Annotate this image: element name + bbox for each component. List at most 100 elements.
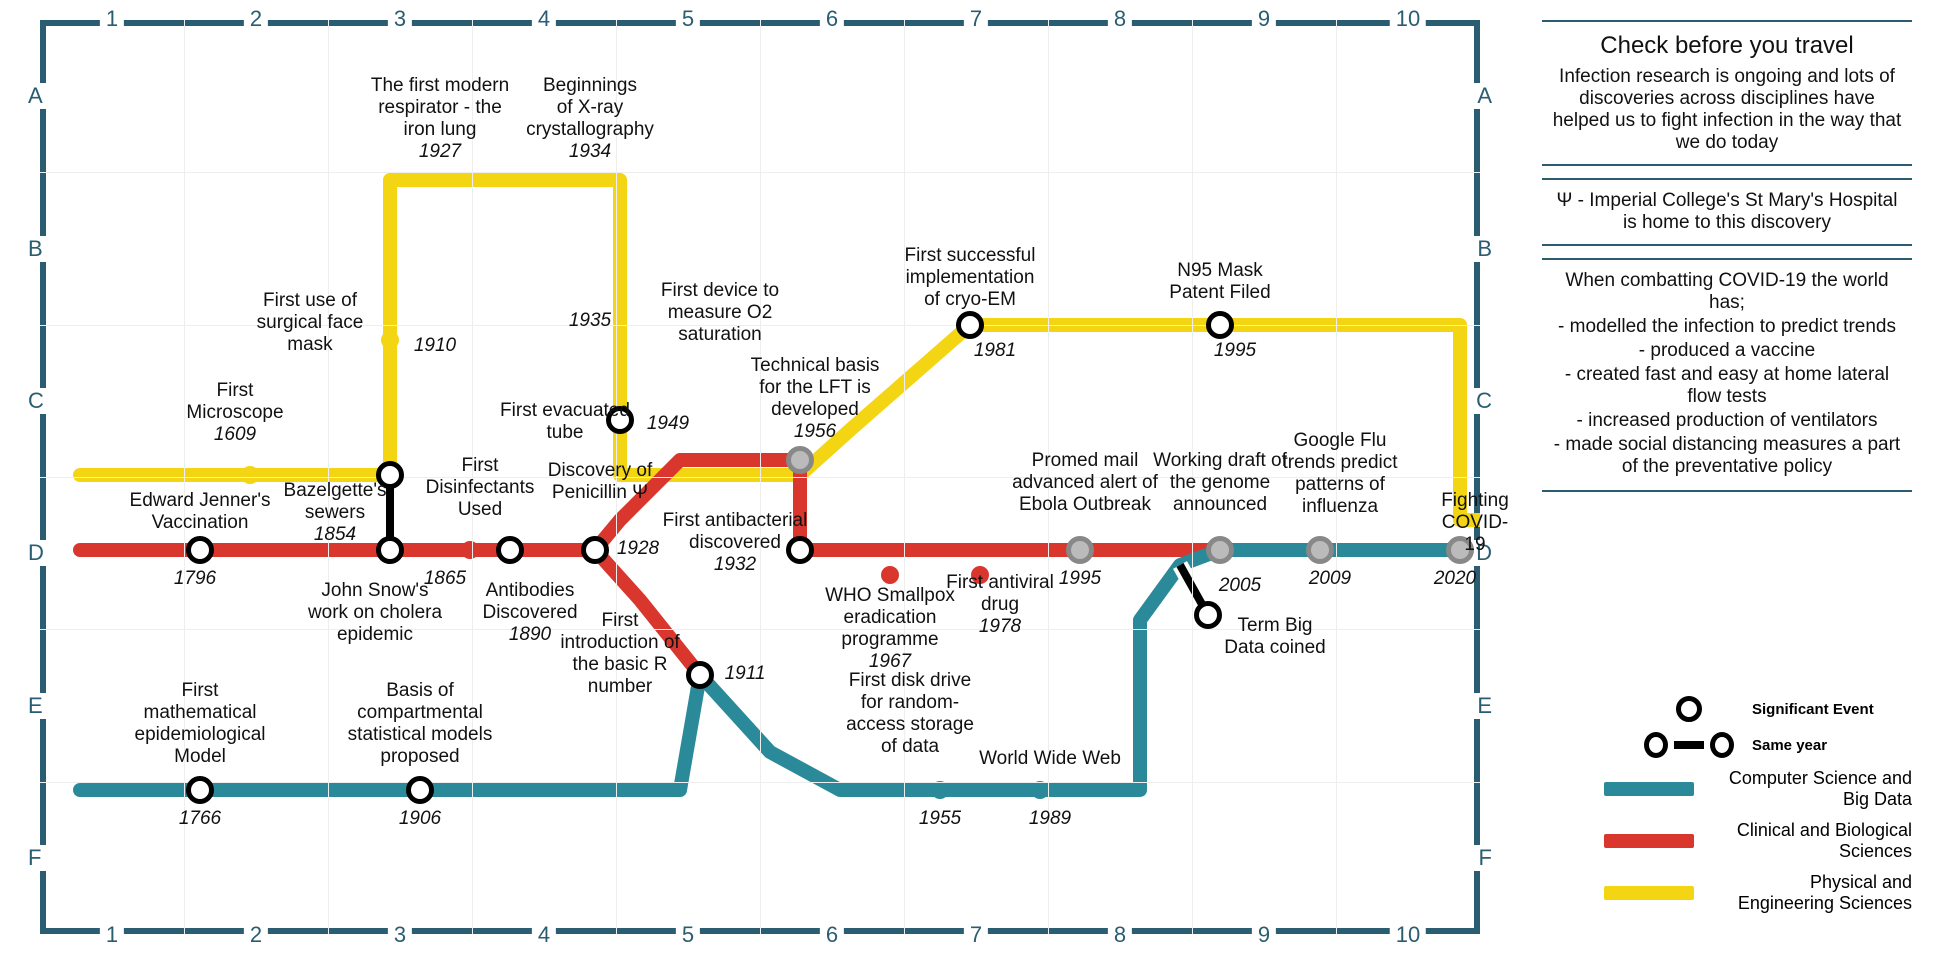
label-jenner: Edward Jenner'sVaccination	[130, 490, 271, 534]
axis-col-label: 4	[532, 6, 556, 32]
swatch-teal	[1604, 782, 1694, 796]
covid-item: - made social distancing measures a part…	[1548, 434, 1906, 478]
covid-title: When combatting COVID-19 the world has;	[1548, 270, 1906, 314]
legend-teal: Computer Science and Big Data	[1542, 768, 1912, 810]
year-jenner: 1796	[174, 568, 216, 590]
axis-row-label: C	[1470, 388, 1498, 414]
axis-col-label: 10	[1390, 922, 1426, 948]
covid-item: - modelled the infection to predict tren…	[1548, 316, 1906, 338]
station-bigdata	[1194, 601, 1222, 629]
label-facemask: First use ofsurgical facemask	[257, 290, 364, 356]
axis-row-label: A	[22, 83, 49, 109]
covid-item: - produced a vaccine	[1548, 340, 1906, 362]
year-n95: 1995	[1214, 340, 1256, 362]
label-cryoem: First successfulimplementationof cryo-EM	[905, 245, 1036, 311]
label-ironlung: The first modernrespirator - theiron lun…	[371, 75, 509, 162]
label-genome: Working draft ofthe genomeannounced	[1153, 450, 1287, 516]
station-lft	[786, 446, 814, 474]
label-disk: First disk drivefor random-access storag…	[846, 670, 974, 757]
label-lft: Technical basisfor the LFT isdeveloped19…	[751, 355, 880, 442]
label-flu: Google Flutrends predictpatterns ofinflu…	[1282, 430, 1397, 517]
circle-icon	[1644, 732, 1668, 758]
year-disinf: 1865	[424, 568, 466, 590]
label-o2sat: First device tomeasure O2saturation	[661, 280, 779, 346]
legend-red: Clinical and Biological Sciences	[1542, 820, 1912, 862]
year-www: 1989	[1029, 808, 1071, 830]
swatch-red	[1604, 834, 1694, 848]
label-bazel: Bazelgette'ssewers1854	[284, 480, 387, 546]
axis-col-label: 6	[820, 6, 844, 32]
axis-col-label: 2	[244, 6, 268, 32]
axis-col-label: 7	[964, 6, 988, 32]
year-rnumber: 1911	[725, 663, 766, 685]
circle-icon	[1676, 696, 1702, 722]
axis-col-label: 10	[1390, 6, 1426, 32]
legend-significant: Significant Event	[1542, 696, 1912, 722]
station-cryoem	[956, 311, 984, 339]
travel-card: Check before you travel Infection resear…	[1542, 20, 1912, 166]
year-penicillin: 1928	[617, 538, 659, 560]
year-promed: 1995	[1059, 568, 1101, 590]
sidebar: Check before you travel Infection resear…	[1520, 0, 1934, 954]
year-facemask: 1910	[414, 335, 456, 357]
axis-col-label: 9	[1252, 6, 1276, 32]
label-bigdata: Term BigData coined	[1224, 615, 1325, 659]
covid-card: When combatting COVID-19 the world has; …	[1542, 258, 1912, 492]
travel-title: Check before you travel	[1548, 32, 1906, 60]
station-flu	[1306, 536, 1334, 564]
label-antibacterial: First antibacterialdiscovered1932	[663, 510, 808, 576]
label-www: World Wide Web	[979, 748, 1121, 770]
legend-yellow: Physical and Engineering Sciences	[1542, 872, 1912, 914]
label-xray: Beginningsof X-raycrystallography1934	[526, 75, 654, 162]
label-compart: Basis ofcompartmentalstatistical modelsp…	[348, 680, 493, 767]
swatch-yellow	[1604, 886, 1694, 900]
axis-row-label: F	[1473, 845, 1498, 871]
legend-sameyear: Same year	[1542, 732, 1912, 758]
legend: Significant Event Same year Computer Sci…	[1542, 686, 1912, 954]
station-genome	[1206, 536, 1234, 564]
label-snow: John Snow'swork on choleraepidemic	[308, 580, 442, 646]
psi-card: Ψ - Imperial College's St Mary's Hospita…	[1542, 178, 1912, 246]
label-smallpox: WHO Smallpoxeradicationprogramme1967	[825, 585, 955, 672]
covid-item: - created fast and easy at home lateral …	[1548, 364, 1906, 408]
axis-col-label: 8	[1108, 922, 1132, 948]
axis-row-label: F	[22, 845, 47, 871]
bar-icon	[1674, 741, 1704, 749]
year-genome: 2005	[1219, 575, 1261, 597]
axis-col-label: 4	[532, 922, 556, 948]
label-covid: FightingCOVID-19	[1441, 490, 1509, 556]
axis-col-label: 3	[388, 922, 412, 948]
station-antibodies	[496, 536, 524, 564]
psi-text: Ψ - Imperial College's St Mary's Hospita…	[1548, 190, 1906, 234]
station-promed	[1066, 536, 1094, 564]
label-rnumber: Firstintroduction ofthe basic Rnumber	[560, 610, 679, 697]
axis-col-label: 7	[964, 922, 988, 948]
label-mathmodel: FirstmathematicalepidemiologicalModel	[135, 680, 266, 767]
year-cryoem: 1981	[974, 340, 1016, 362]
axis-col-label: 8	[1108, 6, 1132, 32]
year-flu: 2009	[1309, 568, 1351, 590]
year-disk: 1955	[919, 808, 961, 830]
covid-item: - increased production of ventilators	[1548, 410, 1906, 432]
axis-col-label: 6	[820, 922, 844, 948]
station-rnumber	[686, 661, 714, 689]
circle-icon	[1710, 732, 1734, 758]
axis-col-label: 1	[100, 6, 124, 32]
axis-row-label: E	[1471, 693, 1498, 719]
label-microscope: FirstMicroscope1609	[186, 380, 283, 446]
label-evactube: First evacuatedtube	[500, 400, 630, 444]
station-n95	[1206, 311, 1234, 339]
station-jenner	[186, 536, 214, 564]
station-mathmodel	[186, 776, 214, 804]
label-promed: Promed mailadvanced alert ofEbola Outbre…	[1012, 450, 1158, 516]
axis-col-label: 3	[388, 6, 412, 32]
year-compart: 1906	[399, 808, 441, 830]
year-o2sat: 1935	[569, 310, 611, 332]
axis-row-label: B	[22, 236, 49, 262]
axis-col-label: 2	[244, 922, 268, 948]
axis-row-label: E	[22, 693, 49, 719]
axis-col-label: 5	[676, 922, 700, 948]
label-disinf: FirstDisinfectantsUsed	[426, 455, 535, 521]
year-mathmodel: 1766	[179, 808, 221, 830]
axis-row-label: C	[22, 388, 50, 414]
